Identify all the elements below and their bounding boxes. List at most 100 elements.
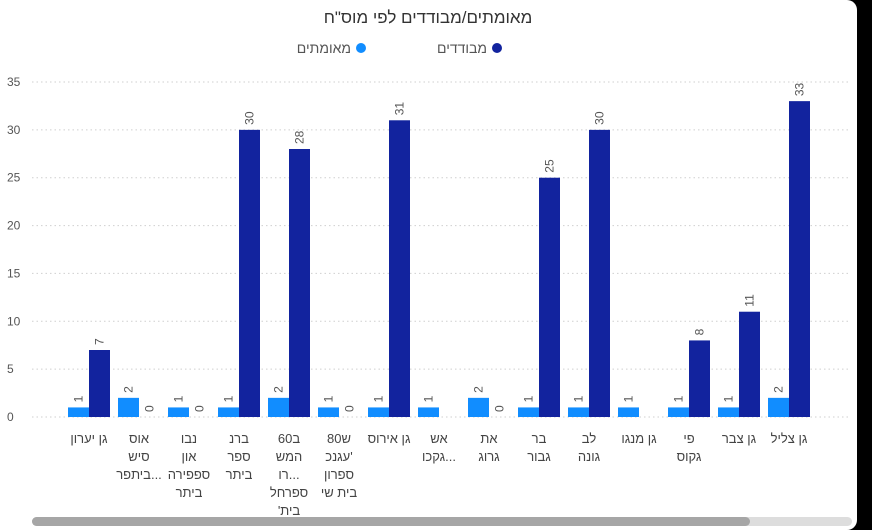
x-category-label: גרוג <box>478 449 500 464</box>
x-category-label: רו... <box>278 467 299 482</box>
confirmed-data-label: 2 <box>472 386 486 393</box>
isolated-data-label: 0 <box>143 405 157 412</box>
isolated-bar[interactable] <box>389 120 410 418</box>
legend: מבודדים מאומתים <box>297 40 502 56</box>
confirmed-bar[interactable] <box>668 407 689 417</box>
isolated-data-label: 11 <box>743 294 757 307</box>
confirmed-data-label: 2 <box>772 386 786 393</box>
x-category-label: גבור <box>527 449 551 464</box>
isolated-data-label: 28 <box>293 130 307 144</box>
confirmed-bar[interactable] <box>568 407 589 417</box>
x-category-label: גן צבר <box>722 431 757 446</box>
y-tick-label: 25 <box>7 171 21 185</box>
isolated-data-label: 30 <box>243 111 257 125</box>
y-tick-label: 30 <box>7 123 21 137</box>
confirmed-bar[interactable] <box>68 407 89 417</box>
isolated-data-label: 7 <box>93 338 107 345</box>
x-category-label: און <box>182 449 197 464</box>
confirmed-bar[interactable] <box>718 407 739 417</box>
x-category-label: ביתר <box>226 467 253 482</box>
x-category-label: עגנכ' <box>325 449 352 464</box>
x-category-label: בית שי <box>321 485 358 500</box>
x-category-label: המש <box>276 449 303 464</box>
x-category-label: פי <box>683 431 694 446</box>
confirmed-data-label: 1 <box>722 395 736 402</box>
horizontal-scrollbar-thumb[interactable] <box>32 517 750 526</box>
confirmed-data-label: 2 <box>272 386 286 393</box>
isolated-bar[interactable] <box>589 129 610 417</box>
confirmed-bar[interactable] <box>218 407 239 417</box>
x-category-label: 60ב <box>278 431 300 446</box>
isolated-bar[interactable] <box>89 350 110 417</box>
x-category-label: גקוס <box>677 449 702 464</box>
confirmed-data-label: 1 <box>622 395 636 402</box>
confirmed-data-label: 1 <box>372 395 386 402</box>
y-tick-label: 0 <box>7 410 14 424</box>
confirmed-data-label: 1 <box>72 395 86 402</box>
y-tick-label: 20 <box>7 219 21 233</box>
isolated-bar[interactable] <box>739 311 760 417</box>
y-tick-label: 10 <box>7 314 21 328</box>
confirmed-bar[interactable] <box>468 397 489 417</box>
confirmed-bar[interactable] <box>118 397 139 417</box>
confirmed-bar[interactable] <box>768 397 789 417</box>
isolated-bar[interactable] <box>539 177 560 417</box>
x-category-label: גקכו... <box>422 449 456 464</box>
x-category-label: גן מנגו <box>621 431 657 446</box>
x-category-label: סיש <box>128 449 149 464</box>
confirmed-data-label: 1 <box>522 395 536 402</box>
y-tick-label: 35 <box>7 75 21 89</box>
confirmed-data-label: 1 <box>172 395 186 402</box>
x-category-label: ספפירה <box>168 467 210 482</box>
confirmed-bar[interactable] <box>418 407 439 417</box>
legend-marker <box>492 43 502 53</box>
isolated-bar[interactable] <box>689 340 710 417</box>
confirmed-data-label: 1 <box>572 395 586 402</box>
x-category-label: אש <box>430 431 447 446</box>
x-category-label: גן יערון <box>70 431 108 446</box>
x-category-label: ספרון <box>324 467 354 482</box>
isolated-data-label: 8 <box>693 328 707 335</box>
x-category-label: גן אירוס <box>368 431 411 446</box>
isolated-data-label: 31 <box>393 102 407 116</box>
confirmed-bar[interactable] <box>268 397 289 417</box>
isolated-bar[interactable] <box>789 101 810 418</box>
isolated-data-label: 25 <box>543 159 557 173</box>
x-category-label: נבו <box>181 431 197 446</box>
y-tick-label: 5 <box>7 362 14 376</box>
legend-marker <box>356 43 366 53</box>
x-category-label: את <box>480 431 497 446</box>
x-category-label: גונה <box>578 449 601 464</box>
gridlines <box>32 81 850 418</box>
isolated-bar[interactable] <box>289 149 310 417</box>
chart-title: מאומתים/מבודדים לפי מוס"ח <box>324 8 533 27</box>
y-tick-label: 15 <box>7 266 21 280</box>
x-category-label: ביתפר... <box>116 467 162 482</box>
isolated-data-label: 0 <box>493 405 507 412</box>
isolated-data-label: 0 <box>193 405 207 412</box>
confirmed-bar[interactable] <box>618 407 639 417</box>
confirmed-bar[interactable] <box>168 407 189 417</box>
confirmed-data-label: 2 <box>122 386 136 393</box>
confirmed-bar[interactable] <box>368 407 389 417</box>
confirmed-data-label: 1 <box>422 395 436 402</box>
x-category-label: 80ש <box>327 431 351 446</box>
isolated-bar[interactable] <box>239 129 260 417</box>
y-axis: 0 5 10 15 20 25 30 35 <box>7 75 21 424</box>
x-category-label: ברנ <box>229 431 249 446</box>
isolated-data-label: 33 <box>793 82 807 96</box>
x-category-label: לב <box>582 431 597 446</box>
x-category-label: אוס <box>129 431 149 446</box>
legend-label: מאומתים <box>297 40 351 56</box>
confirmed-bar[interactable] <box>518 407 539 417</box>
x-category-label: בר <box>532 431 547 446</box>
x-category-label: ספרחל <box>270 485 308 500</box>
x-axis: גן צליל גן צבר פי גקוס גן מנגו לב גונה בר גבור את… <box>70 431 807 518</box>
x-category-label: ספר <box>227 449 250 464</box>
x-category-label: ביתר <box>176 485 203 500</box>
x-category-label: 'בית <box>278 503 301 518</box>
confirmed-bar[interactable] <box>318 407 339 417</box>
x-category-label: גן צליל <box>771 431 808 446</box>
